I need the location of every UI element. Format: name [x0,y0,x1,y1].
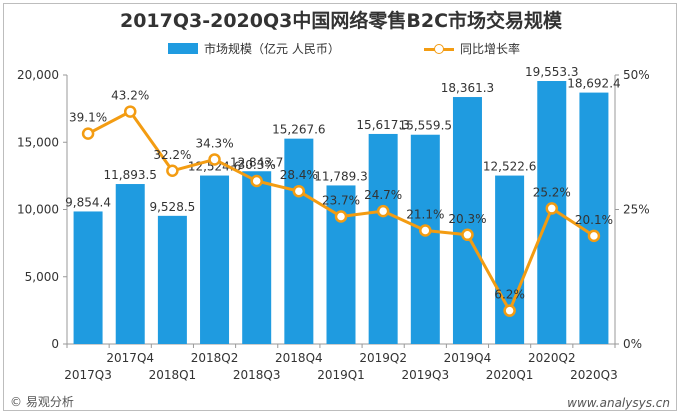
growth-point [419,224,432,237]
growth-value-label: 39.1% [69,111,107,125]
legend-line: 同比增长率 [424,40,520,57]
bar [200,175,230,344]
x-tick-label: 2018Q3 [233,368,281,382]
growth-value-label: 20.1% [575,213,613,227]
x-tick-label: 2020Q3 [570,368,618,382]
bar [115,184,145,344]
growth-point [81,127,95,140]
x-tick-label: 2018Q1 [149,368,197,382]
bar-value-label: 12,843.7 [230,155,283,169]
y-right-tick-label: 50% [623,68,650,82]
growth-value-label: 34.3% [195,136,233,150]
growth-value-label: 43.2% [111,89,149,103]
growth-point [250,174,263,188]
growth-value-label: 24.7% [364,188,402,202]
bar-value-label: 9,854.4 [65,195,111,209]
x-tick-label: 2018Q4 [275,351,323,365]
y-left-tick-label: 0 [51,337,59,351]
bar-value-label: 19,553.3 [525,65,578,79]
x-tick-label: 2018Q2 [191,351,239,365]
bar-value-label: 15,617.3 [356,118,409,132]
bar [452,97,482,344]
bar-value-label: 12,522.6 [483,160,536,174]
chart-title: 2017Q3-2020Q3中国网络零售B2C市场交易规模 [119,10,563,32]
growth-point [292,184,306,198]
growth-point [461,228,474,242]
growth-value-label: 30.3% [238,158,276,172]
x-tick-label: 2017Q4 [106,351,154,365]
bar [242,171,272,344]
growth-point [123,105,137,118]
growth-point [376,204,390,218]
x-tick-label: 2019Q2 [359,351,407,365]
x-tick-label: 2019Q3 [401,368,449,382]
bar [410,134,440,344]
source-note: © 易观分析 [10,395,74,409]
legend-bar-label: 市场规模（亿元 人民币） [204,42,340,56]
bar-value-label: 15,267.6 [272,123,325,137]
y-right-tick-label: 0% [623,337,642,351]
bar-value-label: 9,528.5 [149,200,195,214]
legend-bar: 市场规模（亿元 人民币） [168,40,340,57]
bar-value-label: 11,893.5 [104,168,157,182]
site-url: www.analysys.cn [567,396,670,410]
growth-point [334,210,348,223]
growth-value-label: 25.2% [533,185,571,199]
growth-point [587,229,601,243]
x-tick-label: 2020Q1 [486,368,534,382]
growth-point [503,304,516,317]
bar-value-label: 11,789.3 [314,169,367,183]
bar [495,175,525,344]
x-tick-label: 2020Q2 [528,351,576,365]
growth-value-label: 28.4% [280,168,318,182]
y-right-tick-label: 25% [623,203,650,217]
growth-point [208,153,221,166]
y-left-tick-label: 5,000 [25,270,59,284]
growth-value-label: 32.2% [153,148,191,162]
growth-value-label: 23.7% [322,193,360,207]
y-left-tick-label: 10,000 [17,203,59,217]
growth-point [545,202,559,215]
growth-point [166,164,179,178]
y-left-tick-label: 20,000 [17,68,59,82]
bar [73,211,103,344]
legend-bar-swatch [168,43,198,54]
bar-value-label: 18,692.4 [567,77,620,91]
growth-value-label: 20.3% [448,212,486,226]
x-tick-label: 2019Q4 [444,351,492,365]
bar [368,133,398,344]
legend-line-label: 同比增长率 [460,42,521,56]
bar-value-label: 18,361.3 [441,81,494,95]
legend-line-swatch [424,43,454,55]
growth-value-label: 6.2% [494,288,525,302]
growth-value-label: 21.1% [406,207,444,221]
bar [157,215,187,344]
bar-value-label: 15,559.5 [399,119,452,133]
bar [579,92,609,344]
x-tick-label: 2017Q3 [64,368,112,382]
bar [284,138,314,344]
y-left-tick-label: 15,000 [17,135,59,149]
x-tick-label: 2019Q1 [317,368,365,382]
chart-frame [3,3,677,411]
